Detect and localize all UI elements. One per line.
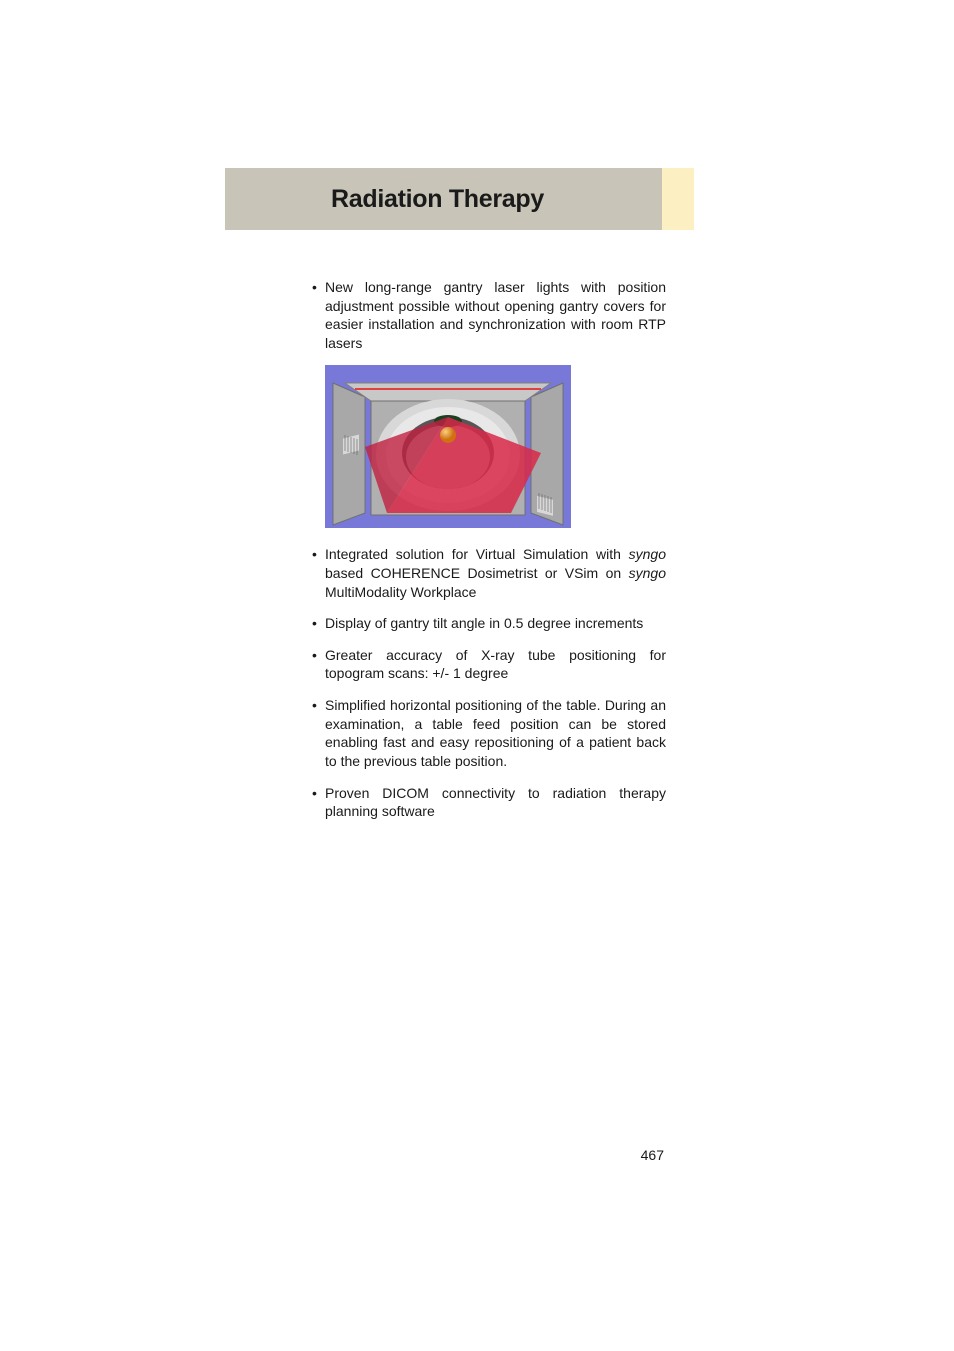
page-header: Radiation Therapy [225, 168, 954, 230]
bullet-text: Integrated solution for Virtual Simulati… [325, 546, 629, 562]
gantry-figure [325, 365, 571, 528]
header-gray-bar: Radiation Therapy [225, 168, 662, 230]
bullet-item: Display of gantry tilt angle in 0.5 degr… [312, 614, 666, 633]
content-area: New long-range gantry laser lights with … [312, 278, 666, 834]
bullet-text: based COHERENCE Dosimetrist or VSim on [325, 565, 629, 581]
page-title: Radiation Therapy [331, 185, 544, 214]
bullet-item: Proven DICOM connectivity to radiation t… [312, 784, 666, 821]
header-yellow-tab [662, 168, 694, 230]
bullet-text: MultiModality Workplace [325, 584, 476, 600]
bullet-item: Integrated solution for Virtual Simulati… [312, 545, 666, 601]
bullet-list-2: Integrated solution for Virtual Simulati… [312, 545, 666, 820]
syngo-italic: syngo [629, 546, 666, 562]
page-number: 467 [641, 1147, 664, 1163]
gantry-diagram-svg [325, 365, 571, 528]
bullet-item: Simplified horizontal positioning of the… [312, 696, 666, 770]
bullet-list: New long-range gantry laser lights with … [312, 278, 666, 352]
bullet-item: Greater accuracy of X-ray tube positioni… [312, 646, 666, 683]
syngo-italic: syngo [629, 565, 666, 581]
bullet-item: New long-range gantry laser lights with … [312, 278, 666, 352]
